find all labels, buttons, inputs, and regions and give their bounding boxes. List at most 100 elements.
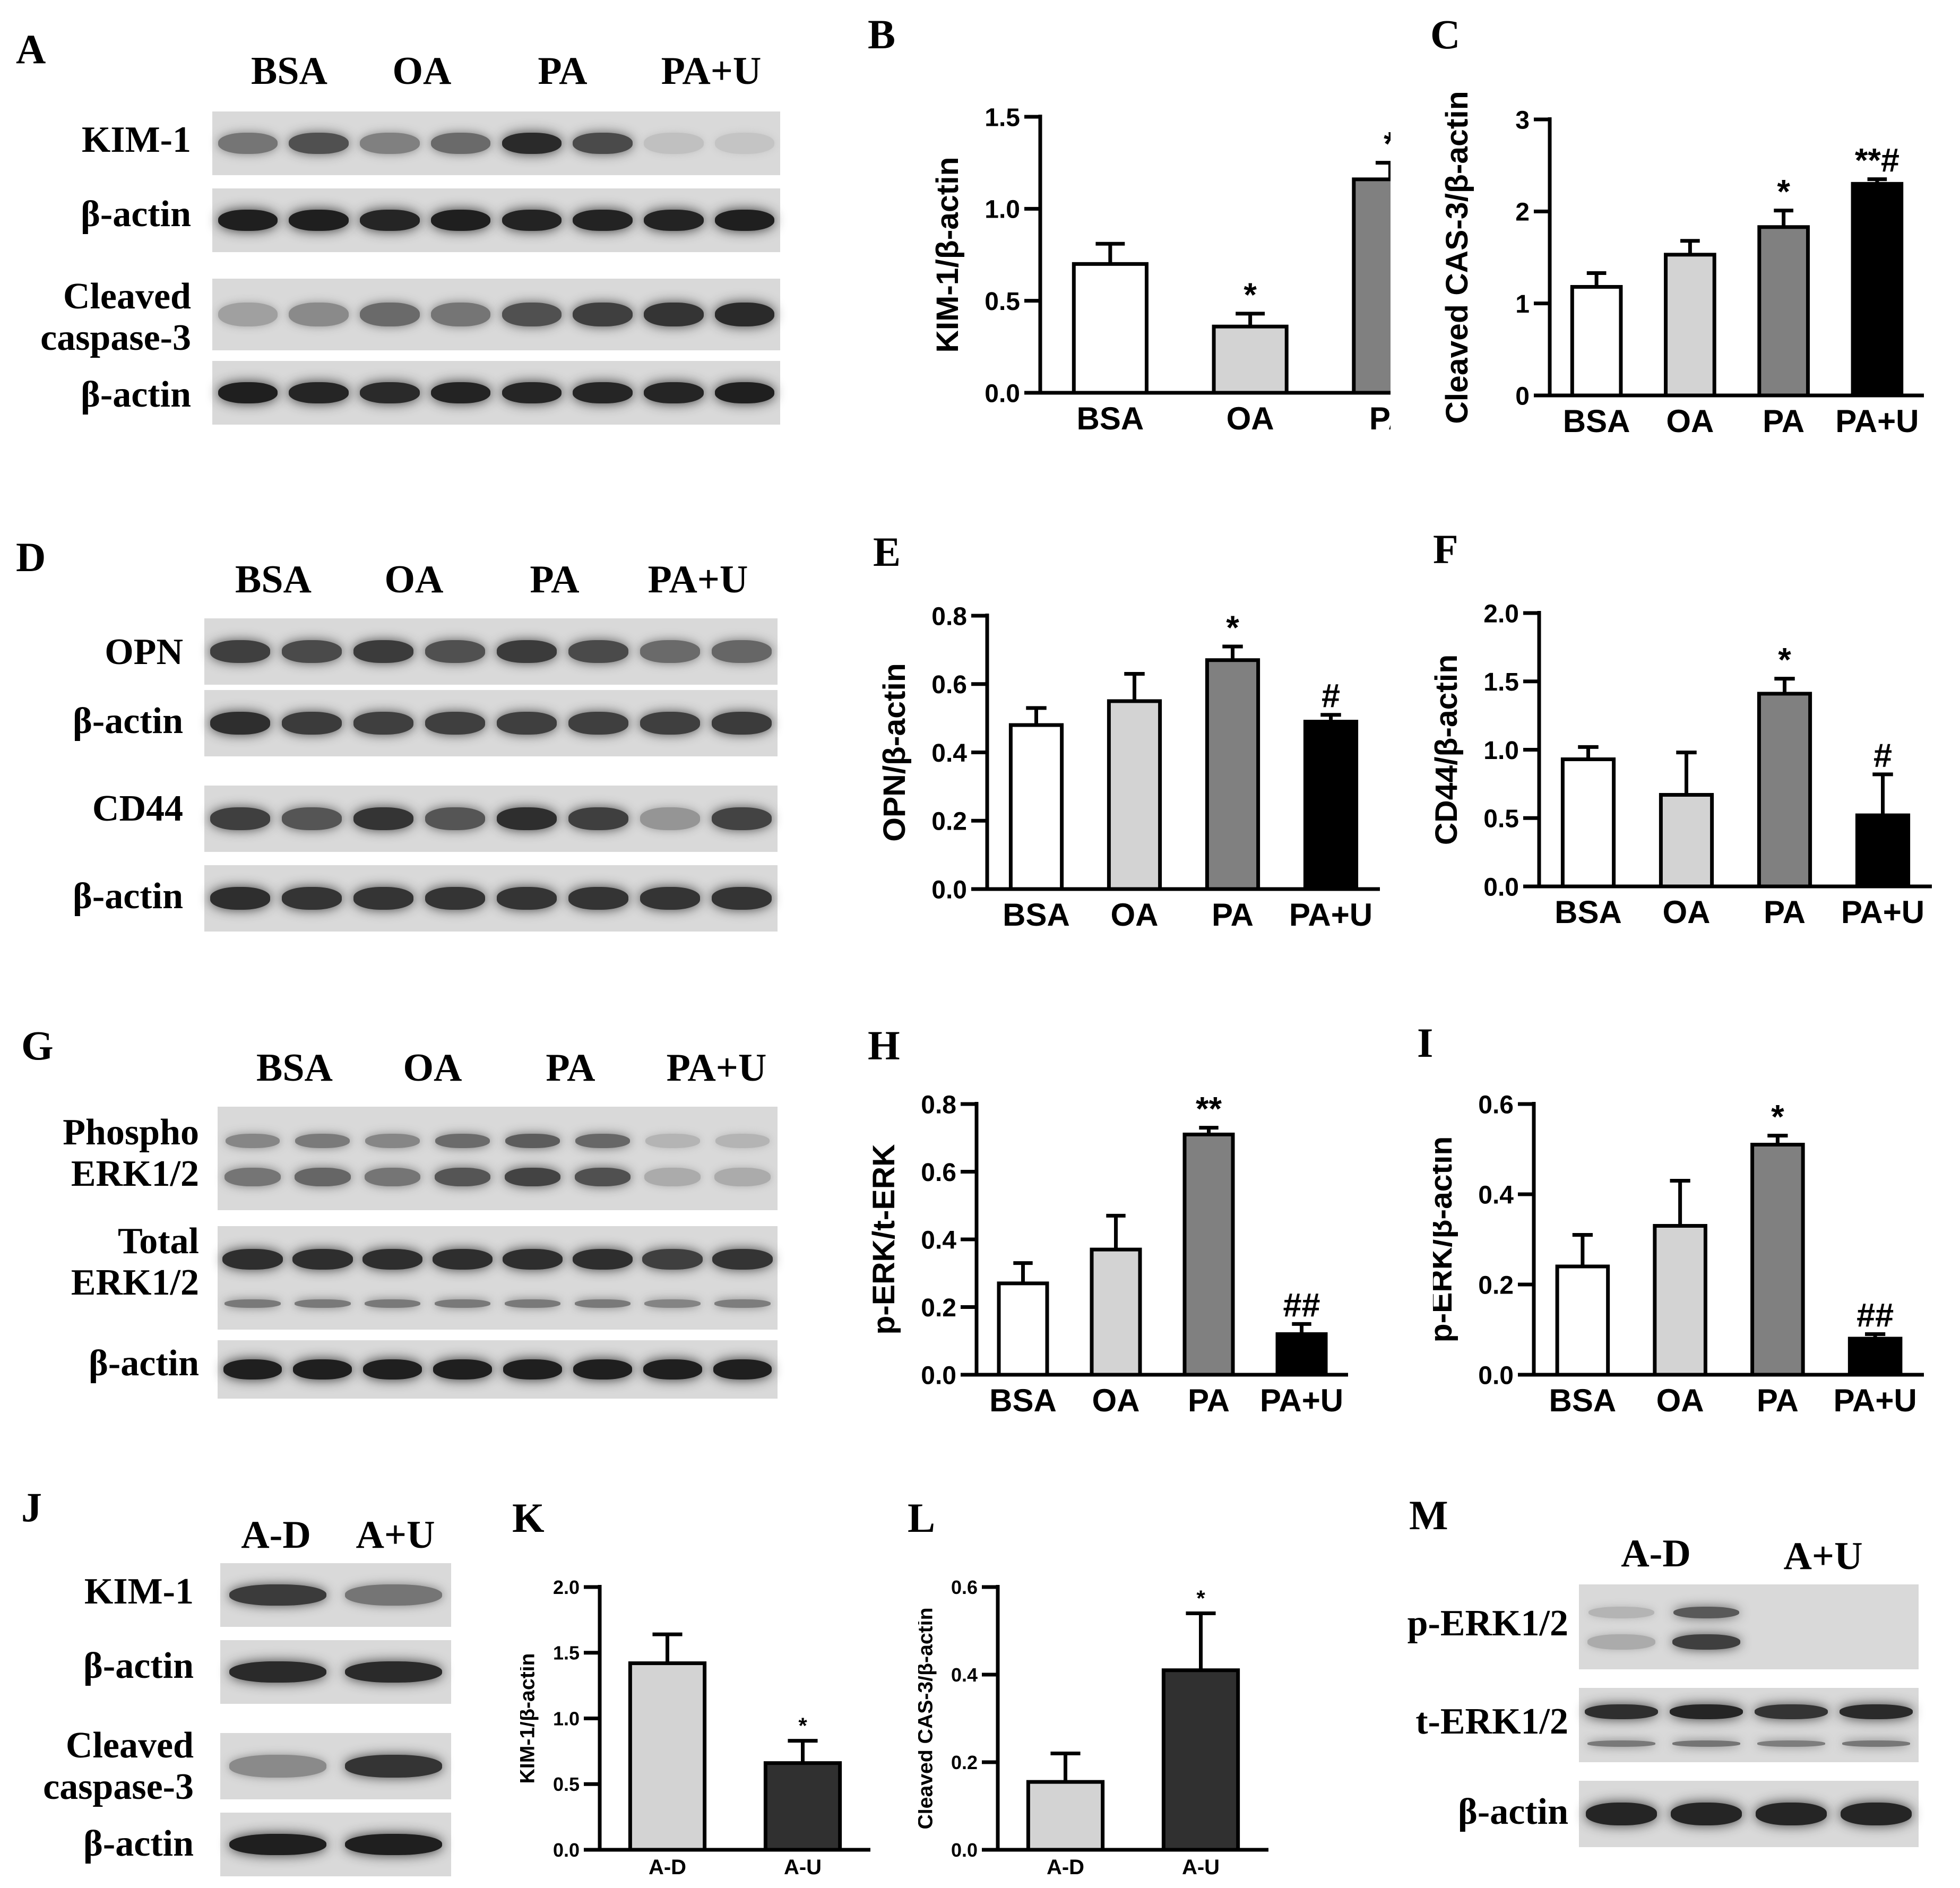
x-tick-label: A-U — [784, 1856, 822, 1879]
blot-strip — [218, 1226, 778, 1330]
blot-band — [344, 1833, 442, 1856]
blot-band — [503, 1359, 562, 1380]
y-tick-label: 0.6 — [951, 1576, 978, 1598]
blot-band — [229, 1584, 327, 1606]
blot-band — [292, 1248, 353, 1270]
bar — [1659, 792, 1714, 889]
bar — [1851, 182, 1904, 398]
blot-strip — [218, 1340, 778, 1399]
y-tick-label: 2.0 — [1483, 600, 1519, 628]
blot-band — [502, 132, 562, 154]
blot-band — [430, 209, 491, 231]
bar — [1757, 225, 1810, 398]
bar — [1107, 699, 1162, 891]
group-label: OA — [384, 558, 444, 601]
blot-band — [575, 1133, 630, 1148]
significance-marker: * — [1244, 277, 1257, 314]
y-tick-label: 0.0 — [1483, 873, 1519, 901]
blot-band — [496, 712, 557, 735]
blot-band — [1673, 1606, 1740, 1618]
x-tick-label: PA — [1369, 401, 1391, 436]
bar — [1570, 285, 1623, 398]
group-label: A-D — [241, 1513, 311, 1557]
row-label: β-actin — [83, 1823, 194, 1864]
blot-band — [1755, 1803, 1827, 1825]
blot-band — [644, 382, 704, 404]
blot-band — [505, 1133, 560, 1148]
blot-band — [502, 209, 562, 231]
group-label: A-D — [1621, 1532, 1691, 1575]
blot-band — [640, 887, 701, 910]
bar — [1757, 692, 1812, 889]
blot-band — [573, 302, 633, 327]
y-tick-label: 1.0 — [1483, 737, 1519, 765]
blot-band — [289, 209, 349, 231]
blot-band — [568, 712, 629, 735]
chart-f: 0.0 0.5 1.0 1.5 2.0 CD44/β-actin BSA OA PA * PA+U # — [1433, 600, 1932, 929]
blot-band — [573, 132, 633, 154]
blot-band — [344, 1755, 442, 1778]
blot-band — [711, 712, 772, 735]
group-label: PA — [546, 1046, 595, 1090]
blot-band — [363, 1359, 422, 1380]
chart-l: 0.0 0.2 0.4 0.6 Cleaved CAS-3/β-actin A-D A-U * — [918, 1576, 1268, 1879]
y-tick-label: 0.2 — [951, 1752, 978, 1773]
blot-band — [229, 1661, 327, 1683]
y-tick-label: 1 — [1515, 290, 1530, 318]
blot-band — [1672, 1634, 1740, 1650]
blot-band — [1755, 1704, 1828, 1719]
y-tick-label: 0.5 — [985, 288, 1020, 316]
blot-band — [574, 1168, 631, 1187]
blot-strip — [204, 786, 778, 852]
blot-band — [644, 132, 704, 154]
blot-band — [360, 382, 420, 404]
blot-band — [573, 1359, 632, 1380]
y-tick-label: 1.0 — [985, 196, 1020, 224]
x-tick-label: OA — [1656, 1383, 1704, 1418]
blot-band — [1587, 1634, 1655, 1650]
y-tick-label: 0.0 — [921, 1361, 956, 1390]
row-label: KIM-1 — [84, 1571, 194, 1612]
group-label: BSA — [256, 1046, 333, 1090]
y-axis-label: p-ERK/β-actin — [1433, 1136, 1458, 1343]
y-tick-label: 0.5 — [553, 1773, 580, 1795]
blot-band — [210, 712, 271, 735]
row-label: t-ERK1/2 — [1415, 1701, 1568, 1742]
bar — [1182, 1132, 1235, 1377]
y-tick-label: 1.0 — [553, 1708, 580, 1729]
blot-band — [210, 887, 271, 910]
blot-strip — [204, 865, 778, 932]
blot-band — [496, 887, 557, 910]
blot-band — [714, 1299, 771, 1308]
blot-strip — [1579, 1584, 1919, 1669]
row-label: Total ERK1/2 — [71, 1221, 199, 1303]
y-tick-label: 1.5 — [1483, 668, 1519, 696]
blot-band — [573, 382, 633, 404]
y-tick-label: 0.4 — [1478, 1181, 1514, 1209]
blot-band — [353, 807, 414, 830]
blot-band — [218, 382, 278, 404]
y-tick-label: 2.0 — [553, 1576, 580, 1598]
blot-band — [1585, 1704, 1658, 1719]
blot-band — [715, 1133, 770, 1148]
blot-band — [496, 807, 557, 830]
x-tick-label: OA — [1111, 897, 1159, 929]
panel-label-h: H — [868, 1022, 900, 1068]
row-label: β-actin — [73, 701, 183, 742]
x-tick-label: OA — [1092, 1383, 1140, 1418]
bar — [1855, 813, 1911, 889]
chart-b: 0.00.51.01.5KIM-1/β-actinBSAOA*PA*PA+U**… — [930, 104, 1391, 436]
blot-strip — [212, 111, 780, 175]
blot-band — [644, 209, 704, 231]
panel-label-m: M — [1409, 1492, 1448, 1538]
y-tick-label: 0.2 — [921, 1294, 956, 1322]
bar — [1555, 1264, 1610, 1377]
blot-band — [711, 640, 772, 663]
blot-band — [225, 1168, 281, 1187]
blot-strip — [220, 1813, 451, 1876]
group-label: A+U — [356, 1513, 435, 1557]
chart-e: 0.0 0.2 0.4 0.6 0.8 OPN/β-actin BSA OA PA * PA+U # — [877, 602, 1380, 929]
blot-strip — [220, 1640, 451, 1704]
blot-band — [711, 887, 772, 910]
x-tick-label: OA — [1227, 401, 1274, 436]
